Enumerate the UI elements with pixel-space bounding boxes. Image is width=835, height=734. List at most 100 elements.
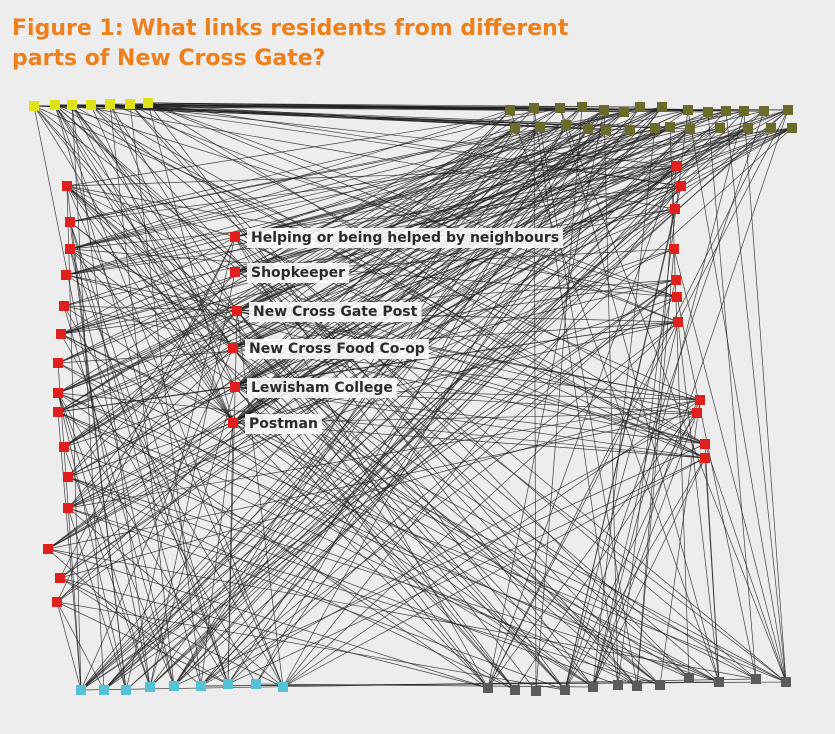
link-line [673,248,787,683]
link-line [129,103,607,131]
link-line [63,305,284,688]
link-line [109,103,682,187]
link-line [173,127,793,687]
olive-group-node [650,123,660,133]
grey-group-node [632,681,642,691]
hub-square [230,232,240,242]
link-line [59,399,701,579]
olive-group-node [625,125,635,135]
link-line [487,109,605,689]
link-line [255,106,641,685]
grey-group-node [613,680,623,690]
olive-group-node [583,124,593,134]
link-line [564,457,706,691]
link-line [54,104,678,298]
link-line [282,321,679,688]
link-line [71,104,706,459]
link-line [57,362,720,683]
red-group-node [700,453,710,463]
red-group-node [671,275,681,285]
grey-group-node [560,685,570,695]
link-line [56,601,105,691]
link-line [592,457,706,688]
link-line [282,185,682,688]
red-group-node [676,181,686,191]
link-line [60,165,677,335]
red-group-node [53,388,63,398]
grey-group-node [483,683,493,693]
link-line [57,362,82,691]
link-line [71,104,238,312]
link-line [687,109,787,683]
link-line [487,399,701,689]
link-line [80,111,709,691]
link-line [147,102,234,424]
link-line [232,109,689,424]
link-line [33,105,701,401]
link-line [80,111,625,691]
red-group-node [672,292,682,302]
figure-title-line-1: Figure 1: What links residents from diff… [12,16,569,41]
link-line [66,107,561,187]
link-line [535,106,583,692]
link-line [65,129,631,276]
hub-label-backdrop [249,302,422,322]
olive-group-node [783,105,793,115]
link-line [282,457,706,688]
hub-square [230,267,240,277]
olive-group-node [505,105,515,115]
hub-square [228,343,238,353]
link-line [66,185,238,312]
hub-label-backdrop [245,339,429,359]
link-line [103,106,641,691]
link-line [592,412,698,688]
link-line [67,507,284,688]
link-line [592,109,789,688]
link-line [676,296,757,680]
link-line [227,279,677,685]
link-line [129,103,690,679]
link-line [57,109,689,394]
hub-label: New Cross Food Co-op [249,341,425,357]
grey-group-node [751,674,761,684]
link-line [69,221,127,691]
link-line [109,103,679,323]
link-line [54,104,706,445]
link-line [200,127,721,687]
link-line [80,279,677,691]
red-group-node [55,573,65,583]
olive-group-node [510,123,520,133]
olive-group-node [759,106,769,116]
link-line [200,412,698,687]
link-line [63,347,234,448]
red-group-node [61,270,71,280]
link-line [227,457,706,685]
link-line [69,248,238,312]
link-line [69,248,175,687]
red-group-node [669,244,679,254]
olive-group-node [535,122,545,132]
link-line [173,127,516,687]
link-line [57,109,511,394]
cyan-group-node [99,685,109,695]
link-line [234,110,727,238]
red-group-node [53,407,63,417]
link-line [636,248,675,687]
link-line [56,601,566,691]
link-line [232,347,566,691]
link-line [227,106,663,685]
red-group-node [56,329,66,339]
link-line [56,129,607,603]
link-line [103,128,691,691]
link-line [67,476,720,683]
link-line [66,185,638,687]
grey-group-node [781,677,791,687]
link-line [67,271,236,478]
red-group-node [59,301,69,311]
link-line [63,305,175,687]
link-line [57,321,679,413]
olive-group-node [683,105,693,115]
link-line [63,129,631,448]
link-line [90,104,706,459]
